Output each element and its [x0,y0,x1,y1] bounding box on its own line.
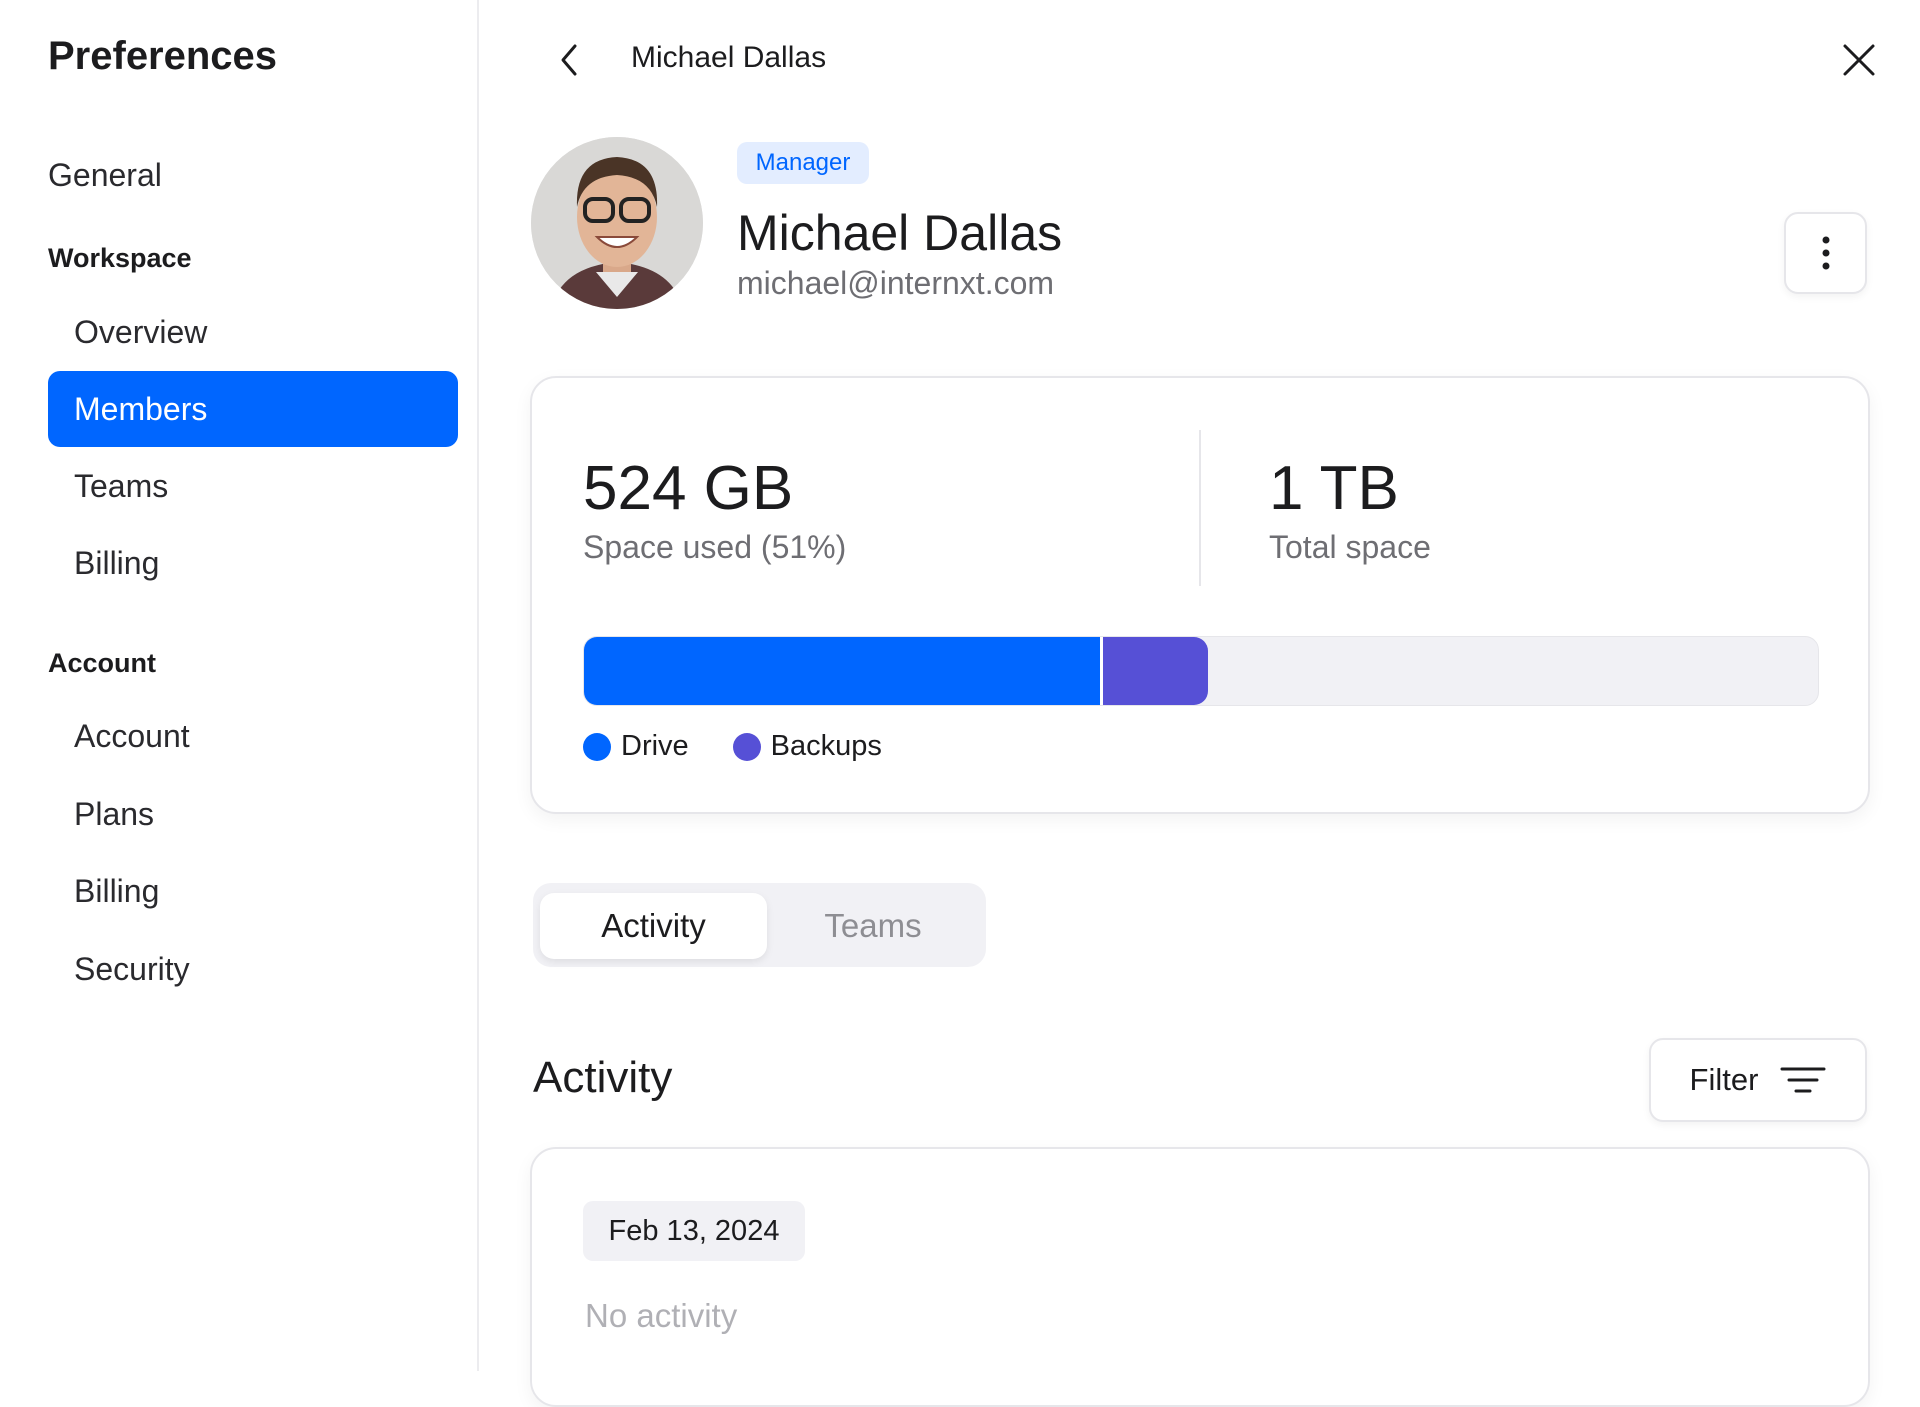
usage-segment-backups [1099,637,1209,705]
sidebar-item-account[interactable]: Account [74,717,190,754]
date-chip: Feb 13, 2024 [583,1201,805,1261]
header-title: Michael Dallas [631,41,827,74]
total-space-label: Total space [1269,529,1431,565]
sidebar-title: Preferences [48,34,278,78]
drive-dot-icon [583,732,611,761]
filter-label: Filter [1689,1062,1759,1097]
filter-button[interactable]: Filter [1649,1038,1867,1122]
sidebar-item-members[interactable]: Members [48,371,458,447]
tab-teams[interactable]: Teams [824,907,922,944]
sidebar-item-account-billing[interactable]: Billing [74,872,160,909]
sidebar: Preferences General Workspace Overview M… [0,0,479,1371]
legend-drive-label: Drive [621,730,689,762]
sidebar-item-plans[interactable]: Plans [74,795,155,832]
sidebar-item-overview[interactable]: Overview [74,313,208,350]
profile-name: Michael Dallas [737,205,1063,261]
activity-heading: Activity [533,1053,673,1102]
sidebar-item-general[interactable]: General [48,156,162,193]
activity-card: Feb 13, 2024 No activity [530,1147,1870,1407]
legend-item-drive: Drive [583,730,689,763]
sidebar-item-workspace-billing[interactable]: Billing [74,544,160,581]
usage-segment-drive [584,637,1100,705]
stats-divider [1199,430,1201,586]
storage-usage-bar [583,636,1819,706]
sidebar-section-account: Account [48,648,156,678]
total-space-value: 1 TB [1269,454,1399,523]
empty-activity-text: No activity [585,1297,738,1334]
profile-email: michael@internxt.com [737,265,1055,301]
backups-dot-icon [732,732,761,761]
legend-backups-label: Backups [770,730,882,762]
close-icon[interactable] [1842,43,1876,77]
tab-bar: Activity Teams [533,883,986,967]
chevron-left-icon[interactable] [553,42,587,78]
tab-activity[interactable]: Activity [540,893,767,959]
space-used-label: Space used (51%) [583,529,847,565]
more-options-button[interactable] [1784,212,1867,294]
kebab-menu-icon [1822,236,1829,270]
storage-card: 524 GB Space used (51%) 1 TB Total space… [530,376,1870,814]
avatar [531,137,703,309]
storage-legend: Drive Backups [583,730,882,763]
filter-lines-icon [1780,1067,1826,1093]
sidebar-section-workspace: Workspace [48,243,192,273]
space-used-value: 524 GB [583,454,794,523]
role-badge: Manager [737,142,869,184]
sidebar-item-teams[interactable]: Teams [74,467,169,504]
legend-item-backups: Backups [732,730,882,763]
sidebar-item-security[interactable]: Security [74,950,190,987]
